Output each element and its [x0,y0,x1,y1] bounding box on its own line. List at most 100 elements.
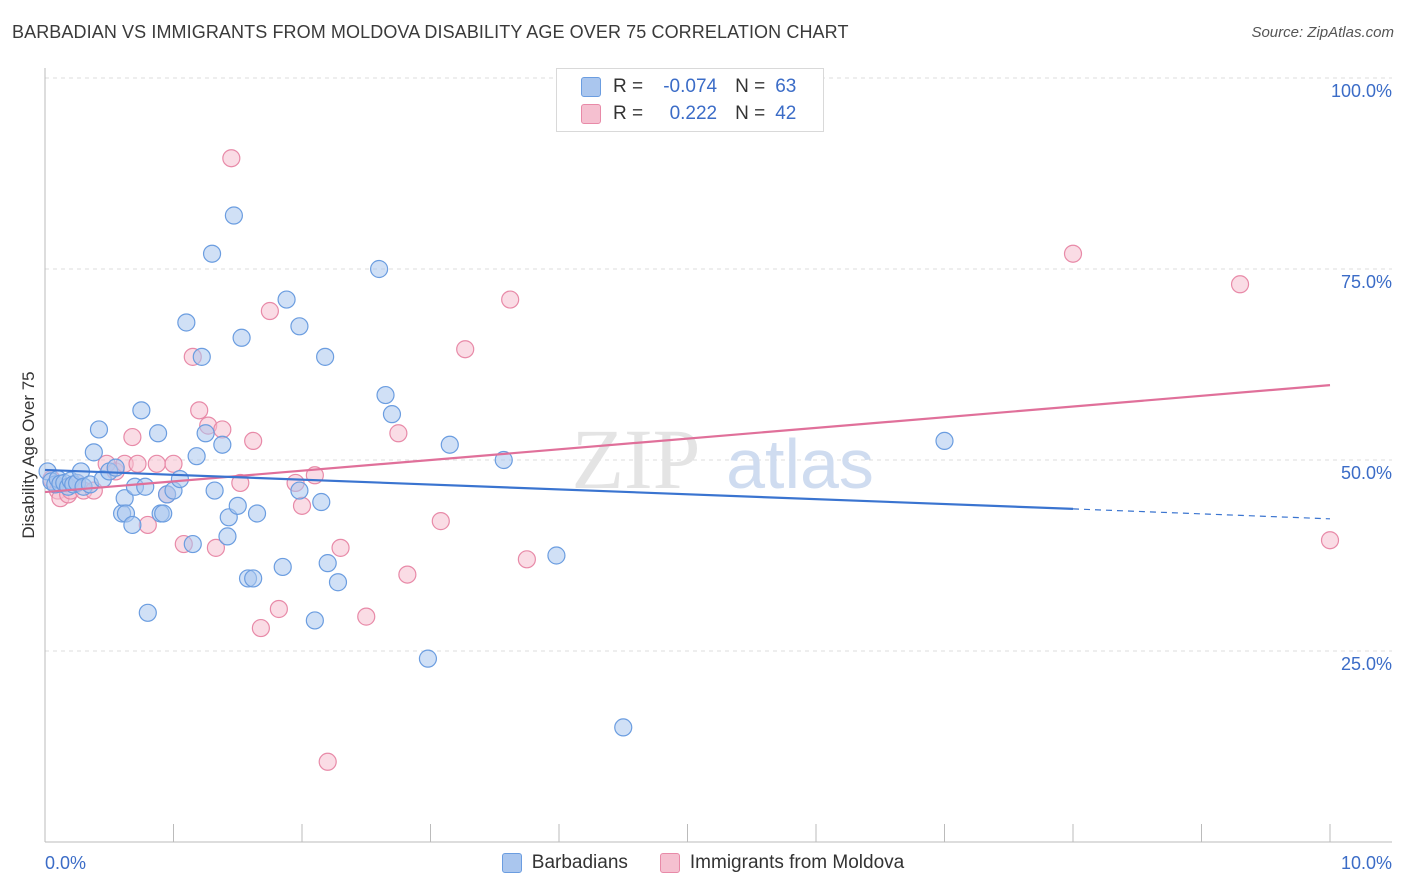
point-barbadians [312,492,331,512]
legend-swatch-pink [659,853,680,873]
point-barbadians [205,481,224,500]
axis-labels: 25.0% 50.0% 75.0% 100.0% 0.0% 10.0% [45,81,1392,873]
point-moldova [244,431,263,450]
point-barbadians [136,477,155,496]
legend-n-label: N = [735,103,766,124]
legend-row-barbadians: R = -0.074 N = 63 [581,74,796,100]
legend-item-barbadians[interactable]: Barbadians [501,852,628,874]
point-moldova [1230,275,1250,294]
point-barbadians [418,649,438,668]
point-moldova [231,473,250,493]
gridlines [45,77,1392,652]
legend-r-value: -0.074 [663,76,718,97]
point-moldova [123,427,142,447]
x-tick-label: 0.0% [45,853,86,873]
y-axis-label: Disability Age Over 75 [19,371,38,538]
point-barbadians [232,328,251,347]
legend-swatch-blue [581,77,601,97]
legend-label-moldova: Immigrants from Moldova [689,852,905,873]
point-barbadians [935,431,954,450]
point-barbadians [440,435,459,454]
point-barbadians [290,317,309,336]
point-barbadians [154,504,173,523]
legend-item-moldova[interactable]: Immigrants from Moldova [659,852,905,874]
point-barbadians [244,569,263,588]
legend-n-label: N = [735,76,766,97]
stats-legend: R = -0.074 N = 63 R = 0.222 N = 42 [556,68,824,132]
trend-line-moldova [44,384,1331,494]
x-tick-label: 10.0% [1341,853,1392,873]
point-moldova [501,290,520,309]
legend-row-moldova: R = 0.222 N = 42 [581,101,796,127]
point-barbadians [202,244,222,263]
y-tick-label: 50.0% [1341,463,1392,483]
trend-line-barbadians-extension [1072,508,1331,520]
point-barbadians [138,603,157,622]
trend-lines [44,384,1331,520]
legend-r-label: R = [613,103,644,124]
point-barbadians [318,554,337,573]
point-moldova [190,401,209,420]
point-barbadians [123,515,142,535]
chart-title: BARBADIAN VS IMMIGRANTS FROM MOLDOVA DIS… [12,22,849,42]
legend-r-label: R = [613,76,644,97]
point-barbadians [382,405,402,424]
point-barbadians [370,259,389,279]
axes [44,68,1392,843]
point-barbadians [89,420,109,439]
point-barbadians [170,470,190,489]
legend-label-barbadians: Barbadians [531,852,628,873]
point-barbadians [305,611,324,630]
point-moldova [1320,531,1340,550]
point-barbadians [228,496,247,515]
point-moldova [147,454,166,473]
point-barbadians [183,534,202,554]
point-barbadians [277,290,296,309]
point-barbadians [213,435,232,454]
point-moldova [213,420,232,439]
legend-n-value: 42 [775,103,797,124]
legend-swatch-blue [501,853,522,873]
point-moldova [164,454,183,473]
point-moldova [1063,244,1083,263]
point-barbadians [187,447,206,466]
legend-r-value: 0.222 [669,103,718,124]
trend-line-barbadians [44,468,1074,510]
series-legend: Barbadians Immigrants from Moldova [0,852,1406,874]
point-barbadians [316,347,335,366]
point-barbadians [290,481,309,500]
legend-n-value: 63 [775,76,797,97]
point-barbadians [192,347,211,366]
point-barbadians [247,504,267,523]
point-moldova [431,512,450,531]
point-moldova [206,538,226,557]
point-moldova [251,618,270,638]
point-moldova [331,538,350,557]
point-barbadians [177,313,196,332]
legend-swatch-pink [581,104,601,124]
source-label: Source: ZipAtlas.com [1251,24,1394,41]
point-barbadians [148,424,168,443]
point-moldova [389,424,408,443]
point-barbadians [376,385,395,405]
point-barbadians [196,424,215,443]
point-moldova [398,565,417,584]
point-moldova [456,340,475,359]
point-moldova [222,149,241,168]
point-barbadians [84,443,103,462]
point-moldova [292,496,312,515]
point-moldova [318,752,337,771]
point-moldova [269,599,288,619]
point-barbadians [328,573,348,592]
point-barbadians [547,546,566,565]
point-barbadians [273,557,292,577]
y-tick-label: 100.0% [1331,81,1392,101]
y-tick-label: 25.0% [1341,654,1392,674]
watermark-atlas: atlas [726,425,874,503]
watermark: ZIP atlas [572,411,874,507]
point-moldova [128,454,147,473]
point-moldova [260,301,279,321]
point-barbadians [614,718,633,737]
point-moldova [357,607,376,626]
